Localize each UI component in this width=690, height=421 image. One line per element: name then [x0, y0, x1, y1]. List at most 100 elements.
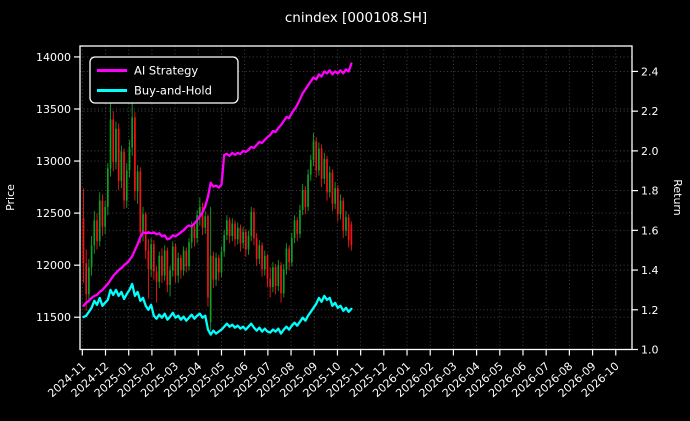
candle-body — [239, 227, 242, 244]
candle-body — [96, 220, 98, 242]
candle-body — [120, 151, 123, 181]
candle-body — [109, 119, 112, 169]
chart-title: cnindex [000108.SH] — [285, 10, 427, 26]
candle-body — [347, 217, 350, 241]
candle-body — [90, 245, 93, 268]
price-tick-label: 11500 — [36, 311, 71, 324]
candle-body — [209, 255, 212, 323]
candle-body — [304, 190, 307, 207]
candle-body — [128, 147, 131, 171]
candle-body — [150, 244, 152, 270]
candle-body — [174, 246, 177, 276]
candle-body — [217, 257, 220, 273]
candle-body — [196, 215, 198, 239]
candle-body — [263, 255, 266, 270]
candle-body — [131, 117, 134, 148]
candle-body — [193, 226, 196, 239]
candle-body — [331, 172, 334, 204]
candle-body — [201, 206, 204, 228]
candle-body — [272, 267, 274, 288]
candle-body — [274, 267, 277, 286]
candle-body — [98, 200, 101, 242]
candle-body — [228, 220, 231, 237]
candle-body — [207, 216, 209, 298]
candle-body — [326, 158, 328, 193]
candle-body — [350, 224, 353, 246]
candle-body — [85, 263, 88, 295]
candlestick-series — [82, 93, 353, 331]
candle-body — [269, 278, 272, 288]
candle-body — [242, 231, 244, 244]
candle-body — [158, 255, 161, 282]
price-tick-label: 13000 — [36, 155, 71, 168]
candle-body — [280, 265, 282, 294]
candle-body — [134, 117, 136, 192]
return-tick-label: 1.4 — [641, 264, 659, 277]
candle-body — [320, 148, 323, 179]
candle-body — [223, 234, 226, 252]
return-tick-label: 1.2 — [641, 304, 659, 317]
candle-body — [336, 188, 339, 215]
candle-body — [226, 220, 228, 235]
price-tick-label: 14000 — [36, 51, 71, 64]
candle-body — [182, 250, 185, 271]
candle-body — [231, 223, 234, 237]
legend-label-ai-strategy: AI Strategy — [134, 64, 198, 78]
candle-body — [93, 220, 96, 246]
candle-body — [117, 128, 120, 181]
price-tick-label: 12500 — [36, 207, 71, 220]
price-tick-label: 13500 — [36, 103, 71, 116]
return-tick-label: 2.2 — [641, 105, 659, 118]
left-axis-label: Price — [4, 184, 17, 211]
candle-body — [266, 255, 269, 279]
candle-body — [171, 246, 174, 271]
candle-body — [185, 250, 188, 267]
candle-body — [339, 200, 342, 215]
candle-body — [301, 190, 304, 210]
axis-tick-marks — [74, 56, 638, 356]
candle-body — [101, 200, 104, 227]
candle-body — [142, 214, 144, 232]
return-line-series — [82, 62, 353, 336]
candle-body — [290, 238, 293, 263]
return-tick-label: 1.0 — [641, 344, 659, 357]
candle-body — [261, 245, 263, 270]
return-tick-label: 2.0 — [641, 145, 659, 158]
candle-body — [139, 171, 142, 232]
candle-body — [247, 236, 250, 250]
candle-body — [234, 223, 236, 240]
candle-body — [198, 206, 201, 216]
legend: AI Strategy Buy-and-Hold — [89, 56, 239, 104]
candle-body — [244, 231, 247, 250]
candle-body — [307, 174, 309, 207]
axes-frame — [79, 45, 633, 351]
candle-body — [136, 171, 139, 192]
candle-body — [309, 160, 312, 175]
candle-body — [155, 271, 158, 282]
legend-label-buy-and-hold: Buy-and-Hold — [134, 84, 212, 98]
candle-body — [277, 265, 280, 286]
candle-body — [312, 141, 315, 161]
candle-body — [112, 119, 115, 163]
candle-body — [318, 148, 320, 171]
candle-body — [177, 257, 180, 276]
candle-body — [258, 245, 261, 259]
candle-body — [250, 212, 253, 237]
series-line-ai-strategy — [82, 62, 353, 307]
candle-body — [166, 250, 169, 285]
candle-body — [288, 248, 290, 263]
candle-body — [328, 172, 331, 193]
candle-body — [236, 227, 239, 240]
return-tick-label: 1.8 — [641, 185, 659, 198]
candle-body — [253, 212, 255, 239]
candle-body — [342, 200, 345, 231]
candle-body — [204, 216, 207, 228]
candle-body — [82, 218, 85, 264]
candle-body — [88, 267, 90, 295]
return-tick-label: 2.4 — [641, 65, 659, 78]
candle-body — [345, 217, 347, 231]
candle-body — [190, 226, 193, 243]
candle-body — [123, 151, 125, 201]
candle-body — [106, 168, 109, 207]
